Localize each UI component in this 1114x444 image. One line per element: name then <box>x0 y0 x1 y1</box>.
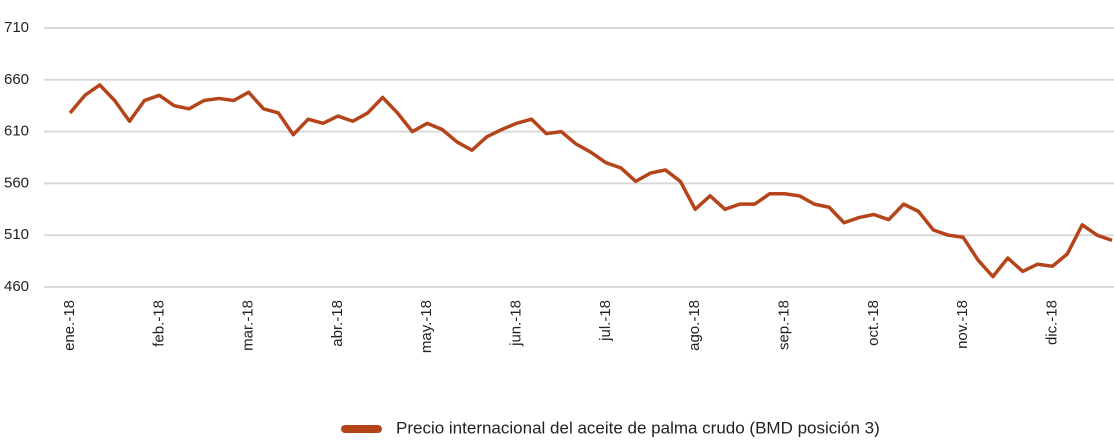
x-tick-label: sep.-18 <box>775 300 792 350</box>
x-tick-label: may.-18 <box>418 300 435 353</box>
x-tick-label: dic.-18 <box>1043 300 1060 345</box>
line <box>68 83 1113 279</box>
y-tick-label: 610 <box>4 123 29 140</box>
x-tick-label: abr.-18 <box>329 300 346 347</box>
x-tick-label: nov.-18 <box>954 300 971 349</box>
x-tick-label: mar.-18 <box>240 300 257 351</box>
x-tick-label: feb.-18 <box>150 300 167 347</box>
y-tick-label: 560 <box>4 174 29 191</box>
y-tick-label: 510 <box>4 226 29 243</box>
y-tick-label: 460 <box>4 278 29 295</box>
x-tick-label: ene.-18 <box>61 300 78 351</box>
y-tick-label: 660 <box>4 71 29 88</box>
x-tick-label: jul.-18 <box>597 300 614 342</box>
x-tick-label: oct.-18 <box>865 300 882 346</box>
y-tick-label: 710 <box>4 19 29 36</box>
legend-label: Precio internacional del aceite de palma… <box>396 418 880 437</box>
x-tick-label: ago.-18 <box>686 300 703 351</box>
x-tick-label: jun.-18 <box>508 300 525 347</box>
